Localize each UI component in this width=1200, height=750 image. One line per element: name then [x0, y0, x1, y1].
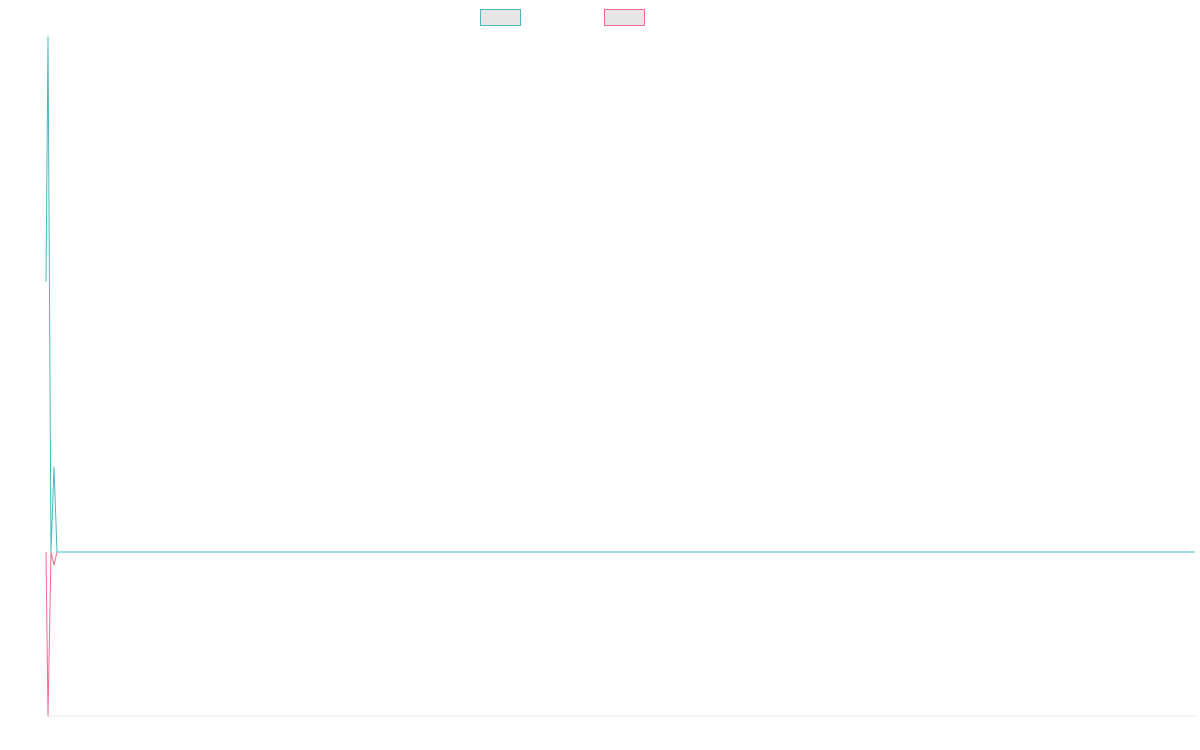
- series-line-1: [45, 36, 1195, 553]
- legend-item-2[interactable]: [604, 9, 645, 26]
- series-line-2: [45, 551, 1195, 717]
- legend-swatch-2[interactable]: [604, 9, 645, 26]
- series-layer: [45, 36, 1195, 717]
- legend-item-1[interactable]: [480, 9, 521, 26]
- legend: [480, 9, 645, 26]
- legend-swatch-1[interactable]: [480, 9, 521, 26]
